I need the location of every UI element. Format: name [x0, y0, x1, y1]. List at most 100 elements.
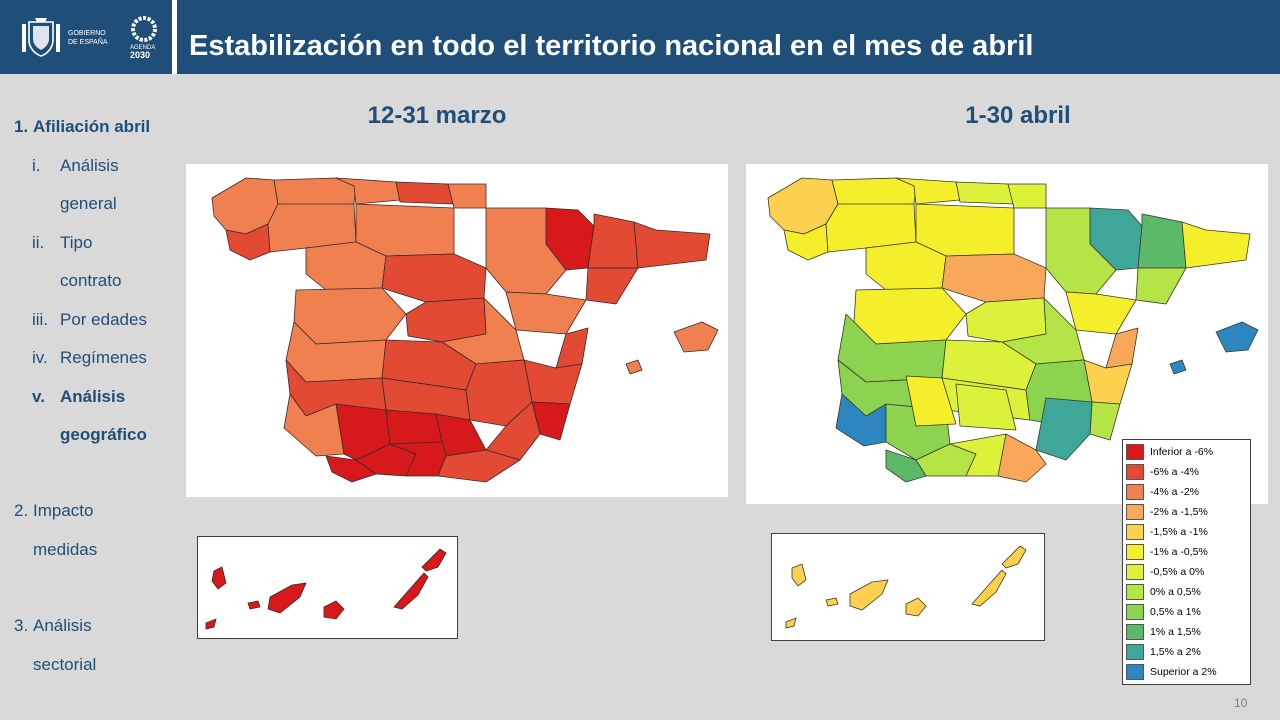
legend-label: Inferior a -6% — [1150, 446, 1214, 458]
legend-swatch — [1126, 524, 1144, 540]
left-canary-islands-box — [197, 536, 458, 639]
header-bar: GOBIERNO DE ESPAÑA AGENDA 2030 Estabiliz… — [0, 0, 1280, 74]
sidebar-item-label: geográfico — [60, 425, 147, 444]
region-cantabria — [335, 177, 401, 205]
legend-swatch — [1126, 604, 1144, 620]
legend-item: -6% a -4% — [1126, 462, 1250, 482]
sidebar-item-number: iii. — [32, 309, 49, 329]
legend-label: -1,5% a -1% — [1150, 526, 1208, 538]
legend-label: -6% a -4% — [1150, 466, 1200, 478]
legend-swatch — [1126, 484, 1144, 500]
region-mallorca — [673, 321, 719, 353]
spain-map-march — [211, 177, 719, 483]
legend-item: -2% a -1,5% — [1126, 502, 1250, 522]
government-logo-text-1: GOBIERNO — [68, 30, 106, 37]
legend-swatch — [1126, 664, 1144, 680]
legend-swatch — [1126, 584, 1144, 600]
legend-item: 1,5% a 2% — [1126, 642, 1250, 662]
legend-item: -1,5% a -1% — [1126, 522, 1250, 542]
page-title: Estabilización en todo el territorio nac… — [189, 30, 1034, 62]
sidebar-item-label: Afiliación abril — [33, 117, 151, 136]
title-bar: Estabilización en todo el territorio nac… — [177, 0, 1280, 74]
legend-item: -1% a -0,5% — [1126, 542, 1250, 562]
sidebar-item-label: Impacto — [33, 501, 94, 520]
sidebar-item-label: Regímenes — [60, 348, 147, 367]
right-map-panel — [746, 164, 1268, 504]
sidebar-item-label: sectorial — [33, 654, 97, 674]
sidebar-item-number: iv. — [32, 348, 48, 367]
legend-label: -2% a -1,5% — [1150, 506, 1208, 518]
sidebar-item-number: i. — [32, 155, 41, 175]
sidebar-item-label: Análisis — [60, 386, 126, 406]
region-jaen — [955, 383, 1017, 431]
region-madrid — [405, 297, 487, 343]
region-tarragona — [585, 267, 639, 305]
region-castellon — [555, 327, 589, 369]
legend-item: 0% a 0,5% — [1126, 582, 1250, 602]
region-navarra — [1007, 183, 1047, 209]
region-madrid — [965, 297, 1047, 343]
legend-label: 0% a 0,5% — [1150, 586, 1201, 598]
sidebar-item-label: Tipo — [60, 232, 93, 252]
legend-label: -0,5% a 0% — [1150, 566, 1205, 578]
legend-item: Inferior a -6% — [1126, 442, 1250, 462]
region-cordoba — [905, 375, 957, 427]
agenda-logo-text-2: 2030 — [130, 50, 151, 60]
legend-label: -4% a -2% — [1150, 486, 1200, 498]
region-salamanca — [853, 287, 967, 345]
region-castellon — [1105, 327, 1139, 369]
sidebar-item-label: general — [60, 194, 117, 213]
region-cordoba — [385, 409, 443, 445]
region-lleida — [1137, 213, 1187, 269]
legend-item: Superior a 2% — [1126, 662, 1250, 682]
legend-label: 1% a 1,5% — [1150, 626, 1201, 638]
canary-islands-april — [785, 545, 1027, 629]
legend-item: -0,5% a 0% — [1126, 562, 1250, 582]
left-map-heading: 12-31 marzo — [367, 102, 507, 129]
region-ibiza — [625, 359, 643, 375]
government-logo-text-2: DE ESPAÑA — [68, 39, 108, 46]
sidebar-item-number: v. — [32, 386, 45, 406]
region-ibiza — [1169, 359, 1187, 375]
sidebar-item-number: 2. — [14, 501, 29, 520]
legend-label: Superior a 2% — [1150, 666, 1217, 678]
government-logo-area: GOBIERNO DE ESPAÑA AGENDA 2030 — [0, 0, 172, 74]
legend-label: -1% a -0,5% — [1150, 546, 1208, 558]
coat-of-arms-icon — [22, 18, 60, 57]
legend-item: 0,5% a 1% — [1126, 602, 1250, 622]
legend-label: 0,5% a 1% — [1150, 606, 1201, 618]
region-soria — [381, 253, 487, 303]
legend-swatch — [1126, 504, 1144, 520]
sidebar-item-label: Análisis — [60, 155, 119, 175]
region-salamanca — [293, 287, 407, 345]
region-cadiz — [325, 455, 377, 483]
legend-swatch — [1126, 564, 1144, 580]
region-teruel — [1065, 291, 1137, 335]
region-zaragoza — [485, 207, 567, 295]
region-almeria — [997, 433, 1047, 483]
region-soria — [941, 253, 1047, 303]
region-burgos — [355, 203, 455, 257]
region-navarra — [447, 183, 487, 209]
sidebar-item-label: contrato — [60, 271, 122, 290]
legend-swatch — [1126, 624, 1144, 640]
canary-islands-march — [205, 548, 447, 630]
region-teruel — [505, 291, 587, 335]
agenda-2030-icon — [131, 16, 157, 42]
spain-map-april — [767, 177, 1259, 483]
region-mallorca — [1215, 321, 1259, 353]
sidebar-item-label: medidas — [33, 539, 98, 559]
region-alicante — [1089, 401, 1121, 441]
sidebar-item-label: Análisis — [33, 616, 92, 635]
region-basque — [395, 181, 455, 205]
region-cantabria — [895, 177, 961, 205]
page-number: 10 — [1234, 696, 1248, 710]
legend-swatch — [1126, 544, 1144, 560]
legend-swatch — [1126, 644, 1144, 660]
agenda-logo-text-1: AGENDA — [130, 45, 156, 51]
left-map-panel — [186, 164, 728, 497]
sidebar-item-number: ii. — [32, 232, 45, 252]
legend-swatch — [1126, 444, 1144, 460]
region-valencia — [523, 359, 583, 405]
region-burgos — [915, 203, 1015, 257]
